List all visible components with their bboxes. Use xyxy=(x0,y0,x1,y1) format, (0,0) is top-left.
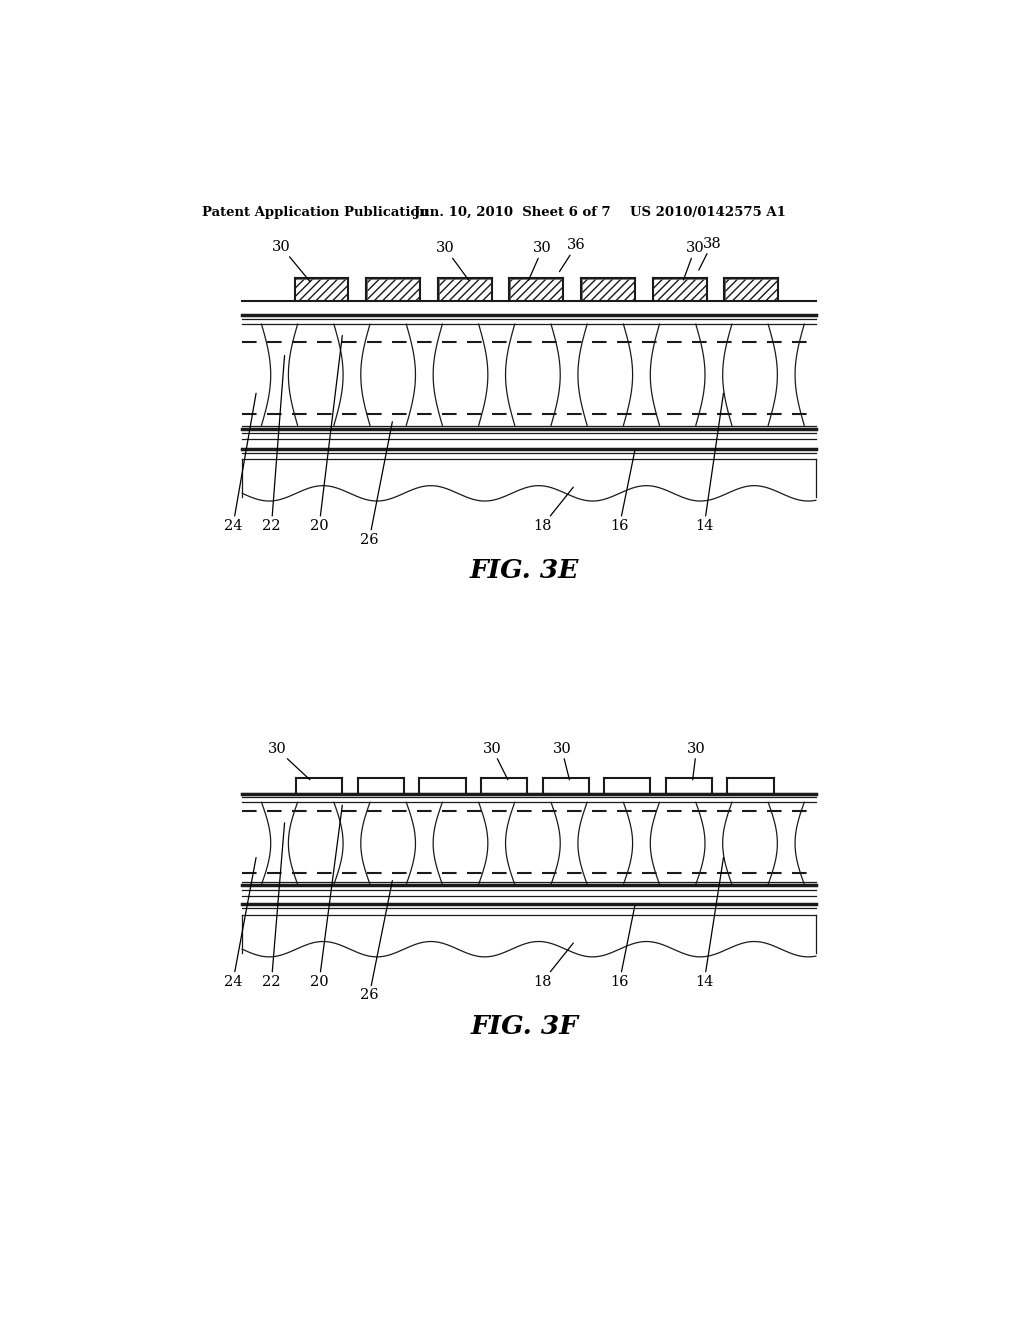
Text: Jun. 10, 2010  Sheet 6 of 7: Jun. 10, 2010 Sheet 6 of 7 xyxy=(414,206,610,219)
Bar xyxy=(510,279,562,300)
Text: 16: 16 xyxy=(610,450,635,533)
Text: 30: 30 xyxy=(552,742,571,780)
Text: 30: 30 xyxy=(528,242,552,280)
Text: 22: 22 xyxy=(262,355,285,533)
Text: 20: 20 xyxy=(310,805,342,989)
Text: 24: 24 xyxy=(223,393,256,533)
Text: 24: 24 xyxy=(223,858,256,989)
Bar xyxy=(582,279,634,300)
Text: 30: 30 xyxy=(436,242,469,280)
Text: 18: 18 xyxy=(534,487,573,533)
Text: US 2010/0142575 A1: US 2010/0142575 A1 xyxy=(630,206,785,219)
Text: 18: 18 xyxy=(534,942,573,989)
Text: 30: 30 xyxy=(272,240,310,281)
Text: 30: 30 xyxy=(267,742,310,780)
Text: FIG. 3E: FIG. 3E xyxy=(470,558,580,583)
Bar xyxy=(653,279,706,300)
Bar xyxy=(725,279,777,300)
Text: 30: 30 xyxy=(683,242,705,280)
Text: FIG. 3F: FIG. 3F xyxy=(471,1014,579,1039)
Text: 22: 22 xyxy=(262,822,285,989)
Text: 14: 14 xyxy=(695,393,724,533)
Text: 30: 30 xyxy=(483,742,508,780)
Text: 38: 38 xyxy=(698,236,721,271)
Text: 26: 26 xyxy=(360,422,392,546)
Bar xyxy=(438,279,490,300)
Text: 30: 30 xyxy=(687,742,706,780)
Text: 26: 26 xyxy=(360,880,392,1002)
Text: Patent Application Publication: Patent Application Publication xyxy=(202,206,429,219)
Text: 14: 14 xyxy=(695,858,724,989)
Text: 20: 20 xyxy=(310,335,342,533)
Text: 36: 36 xyxy=(559,239,586,272)
Bar xyxy=(367,279,419,300)
Text: 16: 16 xyxy=(610,906,635,989)
Bar xyxy=(295,279,348,300)
